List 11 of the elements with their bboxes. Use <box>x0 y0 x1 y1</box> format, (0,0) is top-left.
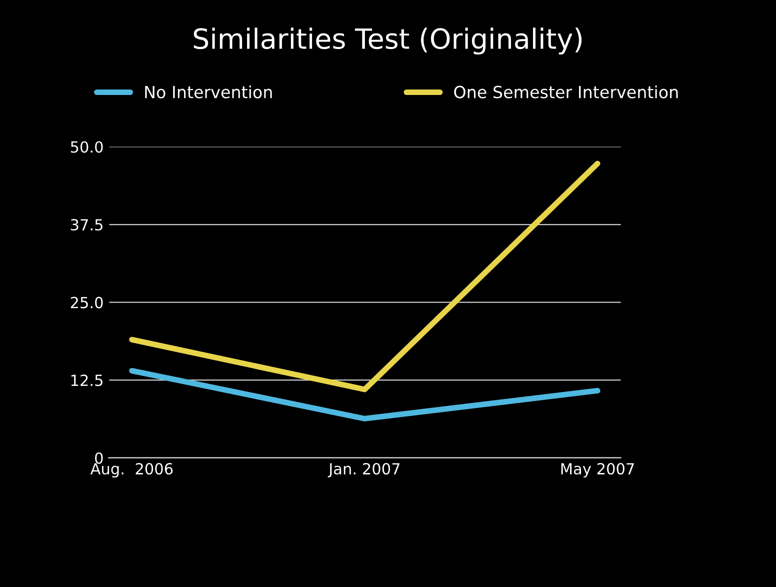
legend-label: No Intervention <box>145 85 272 98</box>
y-tick-label: 12.5 <box>71 374 102 386</box>
x-tick-label: Aug. 2006 <box>90 462 173 478</box>
x-tick-label: May 2007 <box>561 462 634 478</box>
y-tick-label: 0 <box>95 452 103 464</box>
y-tick-label: 50.0 <box>70 141 103 153</box>
y-tick-label: 37.5 <box>70 218 102 231</box>
x-tick-label: Jan. 2007 <box>328 462 400 478</box>
legend-label: One Semester Intervention <box>454 85 678 98</box>
chart-title: Similarities Test (Originality) <box>194 28 582 55</box>
y-tick-label: 25.0 <box>70 296 103 308</box>
